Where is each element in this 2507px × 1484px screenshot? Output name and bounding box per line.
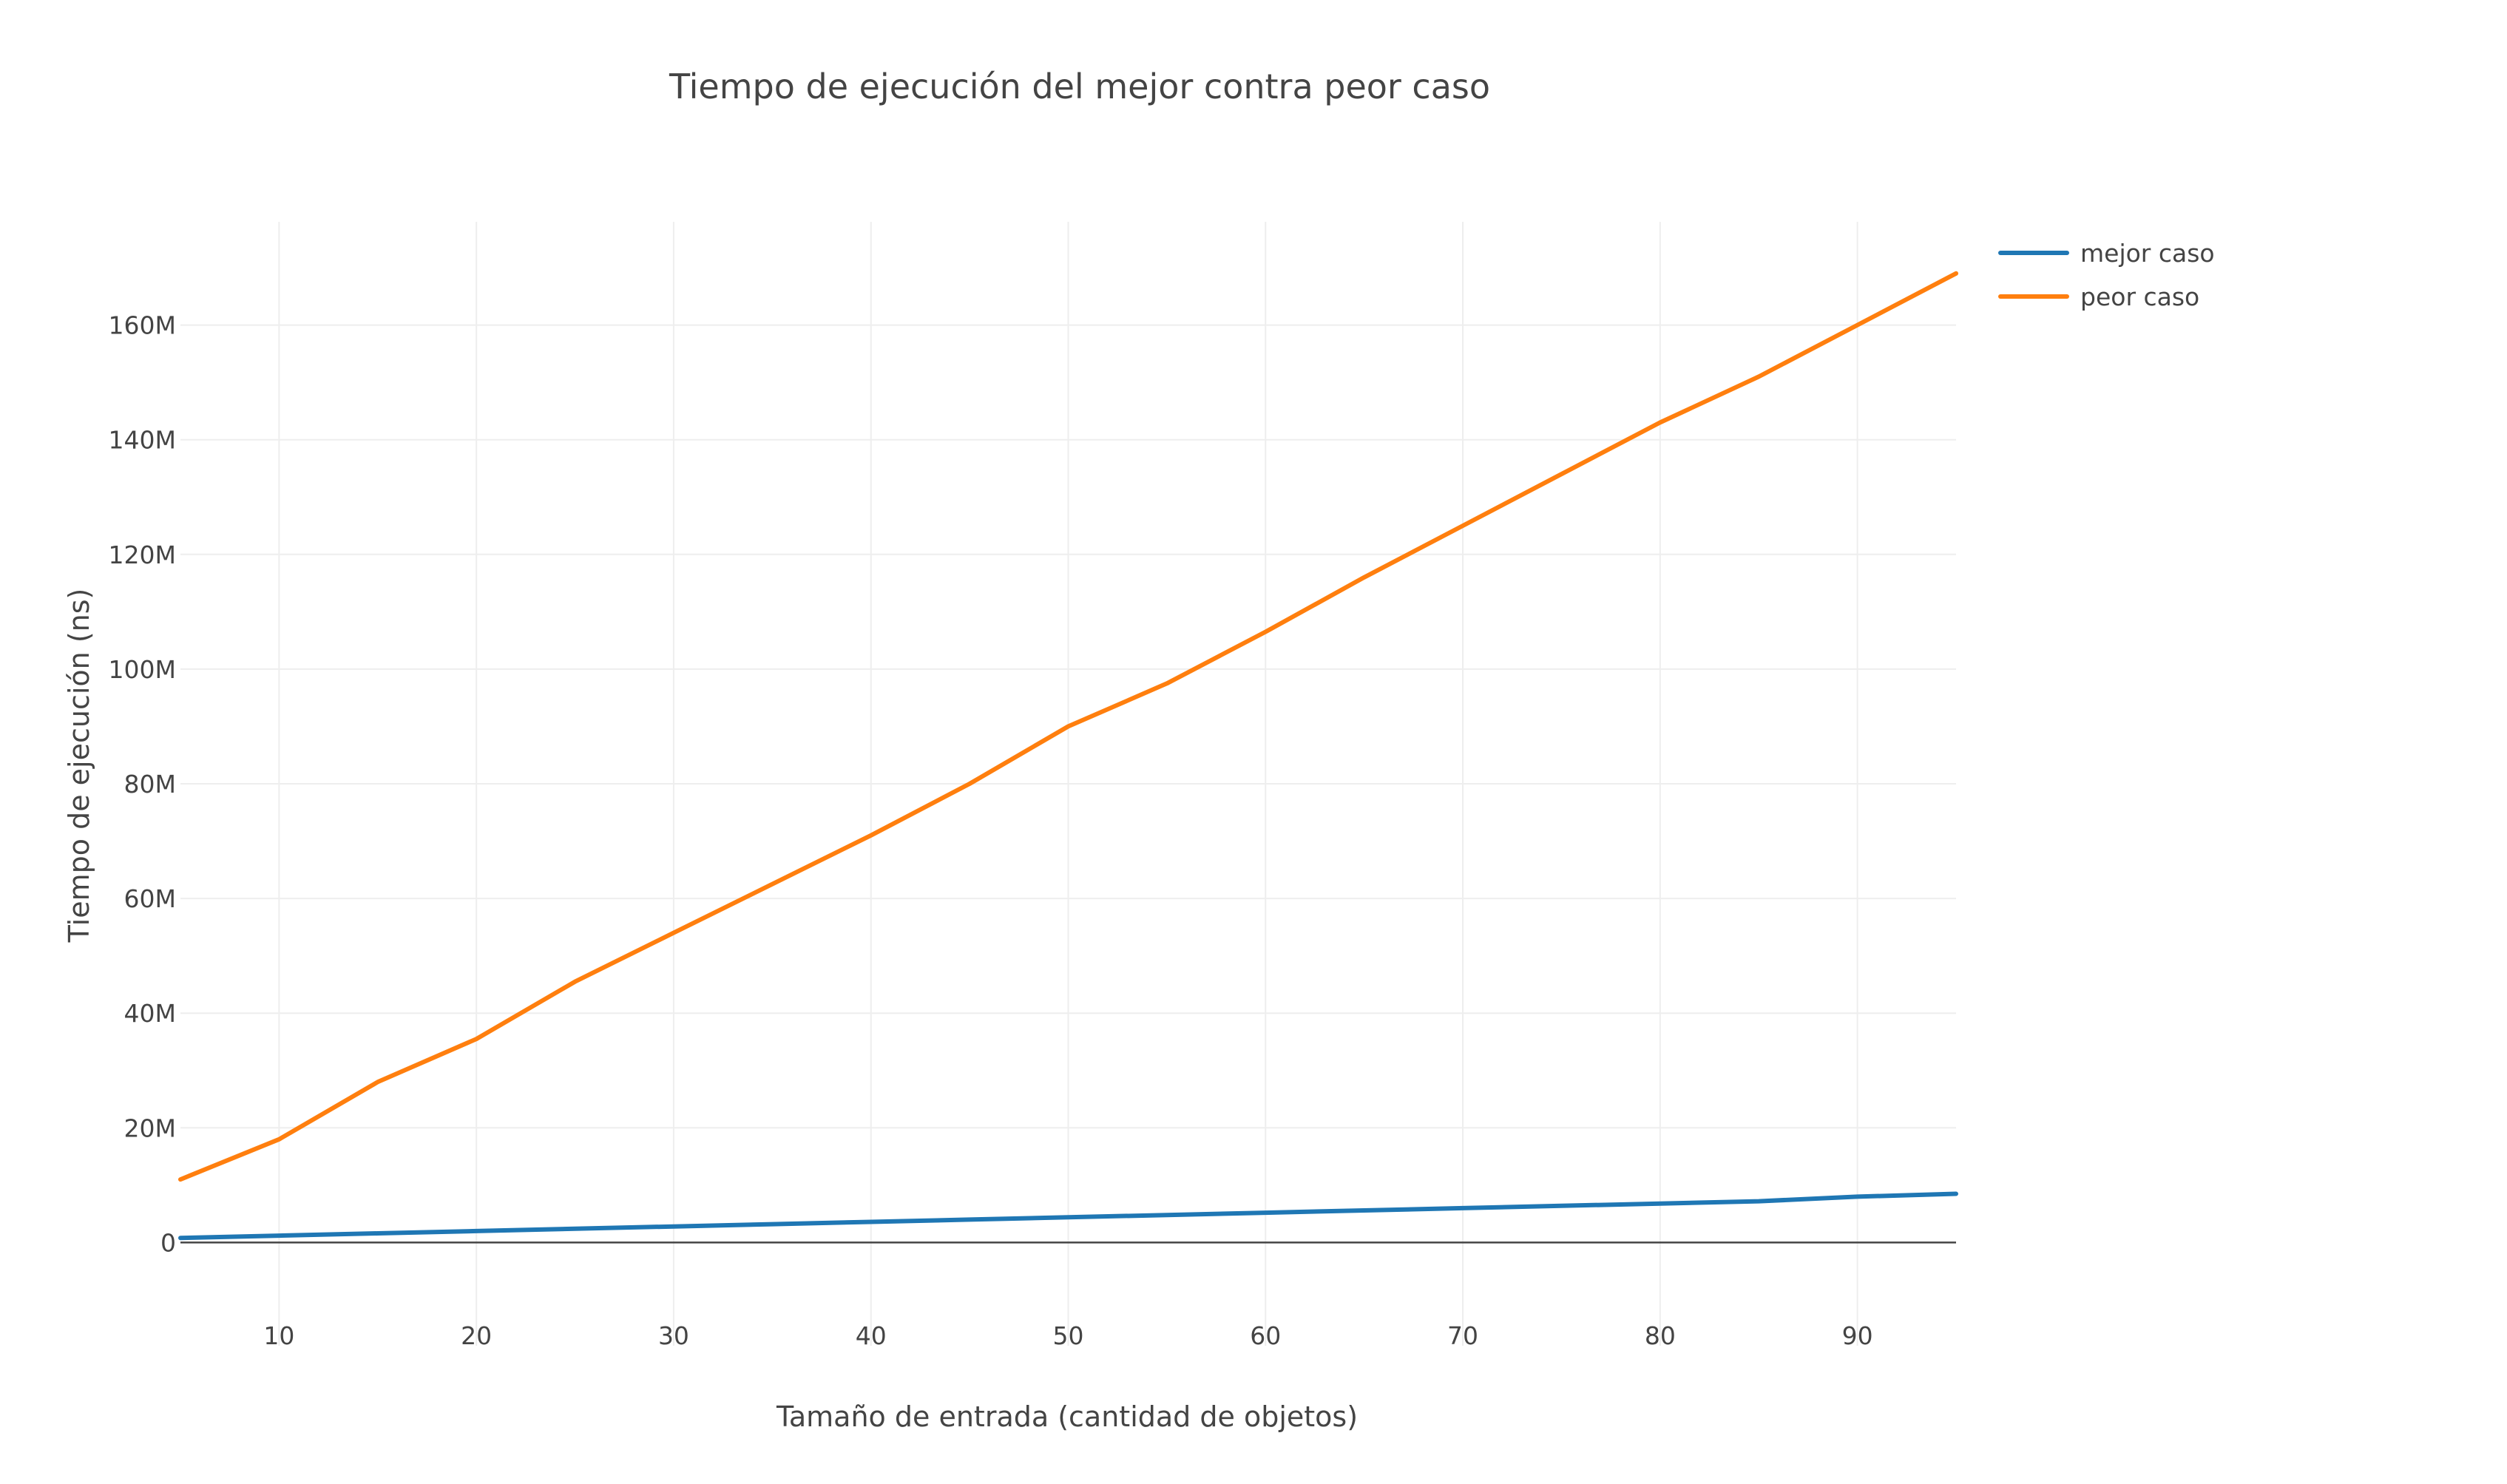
x-tick-label: 60 [1250, 1321, 1281, 1350]
y-tick-label: 40M [124, 999, 176, 1028]
gridlines [180, 222, 1956, 1346]
series-lines [178, 271, 1958, 1241]
x-tick-label: 80 [1645, 1321, 1676, 1350]
y-tick-label: 160M [109, 311, 176, 340]
y-tick-label: 80M [124, 770, 176, 799]
y-tick-label: 140M [109, 426, 176, 455]
y-tick-label: 0 [160, 1228, 176, 1257]
y-tick-label: 120M [109, 541, 176, 569]
x-tick-label: 20 [461, 1321, 492, 1350]
legend-label-mejor-caso: mejor caso [2080, 239, 2215, 268]
y-tick-label: 60M [124, 884, 176, 913]
chart-title: Tiempo de ejecución del mejor contra peo… [669, 67, 1490, 106]
x-tick-label: 30 [658, 1321, 689, 1350]
y-axis-ticks: 0 20M 40M 60M 80M 100M 120M 140M 160M [109, 311, 176, 1258]
series-line-peor-caso [178, 271, 1958, 1182]
legend: mejor caso peor caso [1998, 239, 2215, 311]
x-tick-label: 40 [856, 1321, 887, 1350]
y-tick-label: 100M [109, 655, 176, 684]
x-axis-ticks: 10 20 30 40 50 60 70 80 90 [263, 1321, 1872, 1350]
y-axis-title: Tiempo de ejecución (ns) [63, 589, 95, 943]
x-tick-label: 10 [263, 1321, 294, 1350]
x-tick-label: 50 [1053, 1321, 1084, 1350]
legend-label-peor-caso: peor caso [2080, 282, 2199, 311]
series-line-mejor-caso [178, 1191, 1958, 1241]
x-tick-label: 70 [1447, 1321, 1478, 1350]
x-axis-title: Tamaño de entrada (cantidad de objetos) [776, 1400, 1358, 1433]
y-tick-label: 20M [124, 1114, 176, 1142]
x-tick-label: 90 [1842, 1321, 1873, 1350]
